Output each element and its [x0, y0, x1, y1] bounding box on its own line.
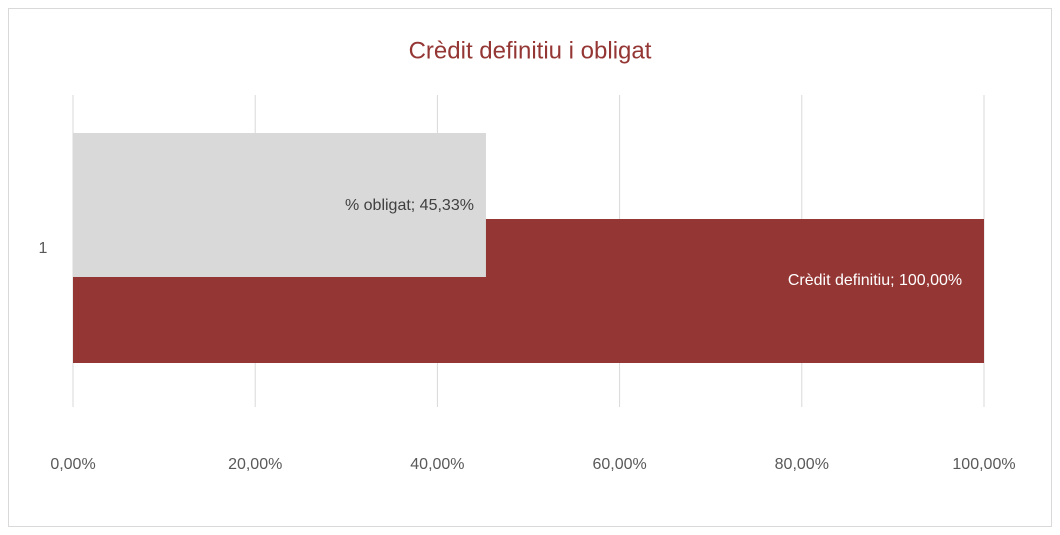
data-label: Crèdit definitiu; 100,00% [787, 272, 963, 289]
data-label: % obligat; 45,33% [344, 197, 474, 214]
x-tick-label: 0,00% [50, 456, 95, 473]
x-tick-label: 80,00% [775, 456, 829, 473]
y-tick-label: 1 [39, 240, 48, 257]
x-tick-label: 20,00% [228, 456, 282, 473]
x-tick-label: 60,00% [592, 456, 646, 473]
bar [73, 133, 486, 277]
chart-title: Crèdit definitiu i obligat [409, 37, 652, 64]
x-tick-label: 40,00% [410, 456, 464, 473]
x-tick-label: 100,00% [952, 456, 1015, 473]
